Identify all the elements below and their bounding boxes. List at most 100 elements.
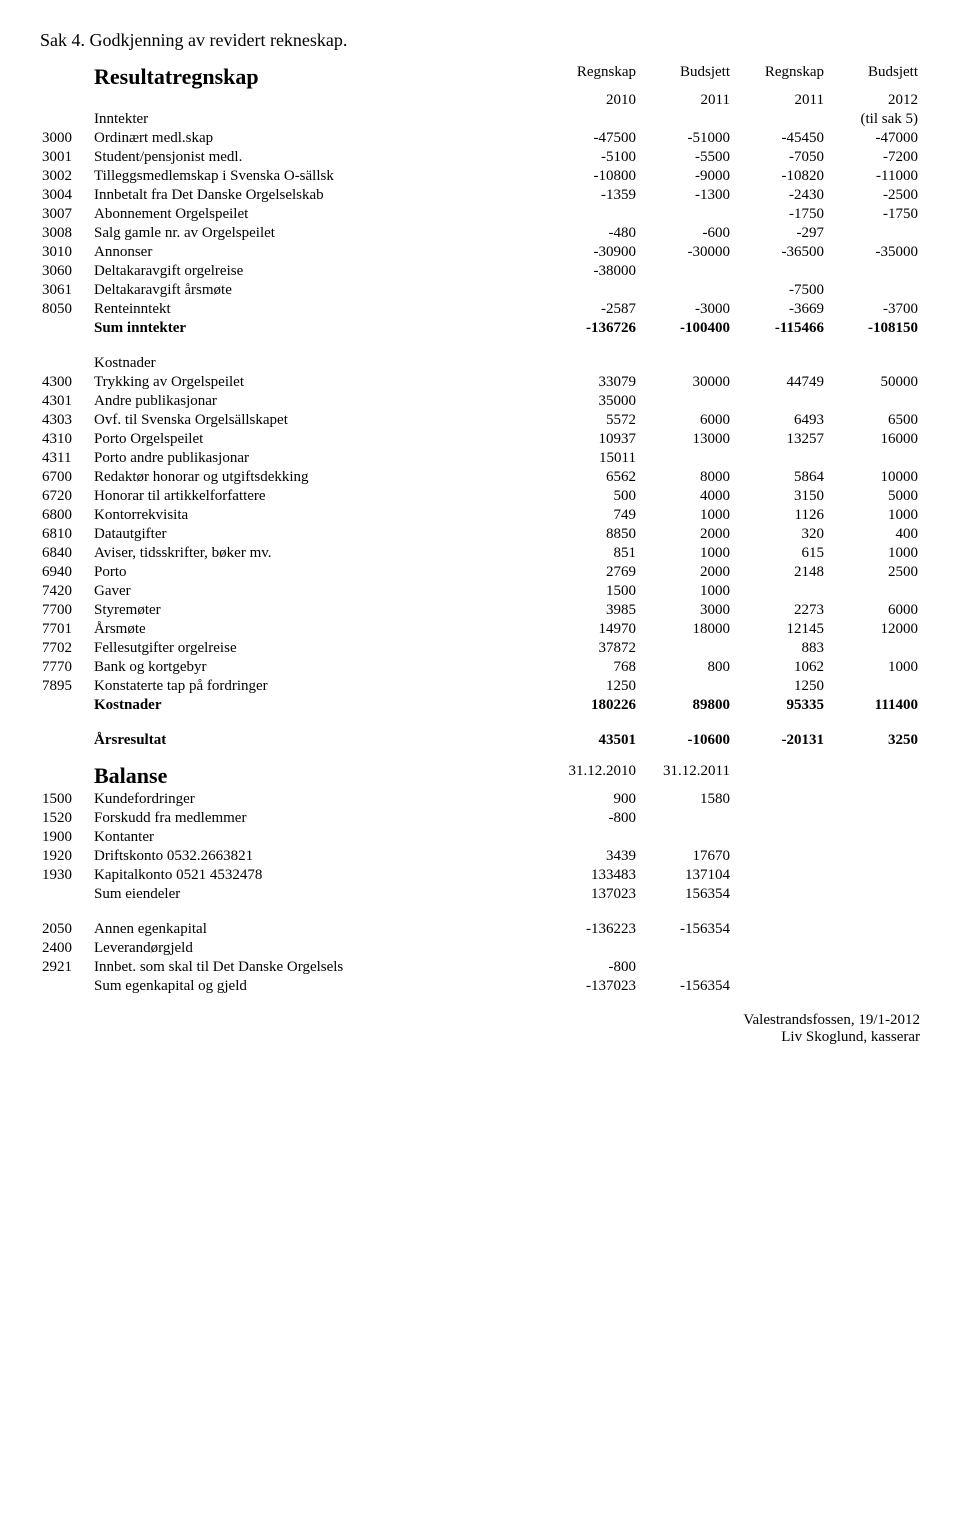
cell: 768 [544,658,638,677]
row-label: Aviser, tidsskrifter, bøker mv. [92,544,544,563]
cell: 2273 [732,601,826,620]
inntekter-label: Inntekter [92,110,544,129]
row-code: 3007 [40,205,92,224]
row-label: Sum egenkapital og gjeld [92,977,544,996]
cell: 1250 [544,677,638,696]
row-code: 6700 [40,468,92,487]
year-header: 2011 [732,91,826,110]
cell: 2769 [544,563,638,582]
cell: -136726 [544,319,638,338]
cell: 14970 [544,620,638,639]
cell: -35000 [826,243,920,262]
cell: -10800 [544,167,638,186]
row-label: Styremøter [92,601,544,620]
cell [638,809,732,828]
balanse-heading: Balanse [92,762,544,790]
year-header: 2012 [826,91,920,110]
cell: -156354 [638,977,732,996]
row-code: 1500 [40,790,92,809]
cell [638,677,732,696]
row-label: Kontorrekvisita [92,506,544,525]
cell: -3000 [638,300,732,319]
row-label: Redaktør honorar og utgiftsdekking [92,468,544,487]
cell: -7050 [732,148,826,167]
row-label: Deltakaravgift orgelreise [92,262,544,281]
col-header: Budsjett [638,63,732,91]
cell: -2500 [826,186,920,205]
row-code: 6800 [40,506,92,525]
row-code: 7770 [40,658,92,677]
row-code [40,885,92,904]
cell [638,958,732,977]
cell: 16000 [826,430,920,449]
row-label: Ordinært medl.skap [92,129,544,148]
cell: 883 [732,639,826,658]
row-code: 4300 [40,373,92,392]
bal-col-header: 31.12.2010 [544,762,638,790]
cell: 6000 [638,411,732,430]
cell: -156354 [638,920,732,939]
cell: -7500 [732,281,826,300]
row-code: 7700 [40,601,92,620]
cell: 500 [544,487,638,506]
cell: 5864 [732,468,826,487]
row-label: Datautgifter [92,525,544,544]
cell: -800 [544,958,638,977]
cell: 3985 [544,601,638,620]
cell: 5572 [544,411,638,430]
row-code: 3000 [40,129,92,148]
cell [544,939,638,958]
row-label: Porto Orgelspeilet [92,430,544,449]
row-label: Bank og kortgebyr [92,658,544,677]
row-label: Innbetalt fra Det Danske Orgelselskab [92,186,544,205]
row-code: 6810 [40,525,92,544]
cell: 1000 [826,544,920,563]
cell: -800 [544,809,638,828]
row-label: Kontanter [92,828,544,847]
cell [638,449,732,468]
row-code [40,731,92,750]
cell: 6500 [826,411,920,430]
footer-signer: Liv Skoglund, kasserar [40,1029,920,1046]
row-code: 6840 [40,544,92,563]
cell [638,939,732,958]
footer: Valestrandsfossen, 19/1-2012 Liv Skoglun… [40,1012,920,1046]
cell: -1750 [826,205,920,224]
cell: 44749 [732,373,826,392]
row-label: Kostnader [92,696,544,715]
cell: -100400 [638,319,732,338]
cell: 1000 [638,544,732,563]
cell: 95335 [732,696,826,715]
cell: 3439 [544,847,638,866]
cell: 1000 [638,506,732,525]
cell: 137023 [544,885,638,904]
cell [544,828,638,847]
cell: -5500 [638,148,732,167]
cell: 3000 [638,601,732,620]
row-label: Tilleggsmedlemskap i Svenska O-sällsk [92,167,544,186]
col-header: Regnskap [544,63,638,91]
cell: -47500 [544,129,638,148]
row-label: Sum inntekter [92,319,544,338]
cell [826,262,920,281]
cell: 2148 [732,563,826,582]
cell: -137023 [544,977,638,996]
cell: 33079 [544,373,638,392]
cell: -3669 [732,300,826,319]
row-code: 2050 [40,920,92,939]
cell: -20131 [732,731,826,750]
row-code: 3002 [40,167,92,186]
row-code: 7420 [40,582,92,601]
col-header: Regnskap [732,63,826,91]
row-label: Forskudd fra medlemmer [92,809,544,828]
row-code: 3001 [40,148,92,167]
cell: -51000 [638,129,732,148]
cell: 5000 [826,487,920,506]
cell: 156354 [638,885,732,904]
cell [826,224,920,243]
row-code: 4301 [40,392,92,411]
cell: 137104 [638,866,732,885]
row-code: 4303 [40,411,92,430]
resultat-heading: Resultatregnskap [92,63,544,91]
cell: 1062 [732,658,826,677]
